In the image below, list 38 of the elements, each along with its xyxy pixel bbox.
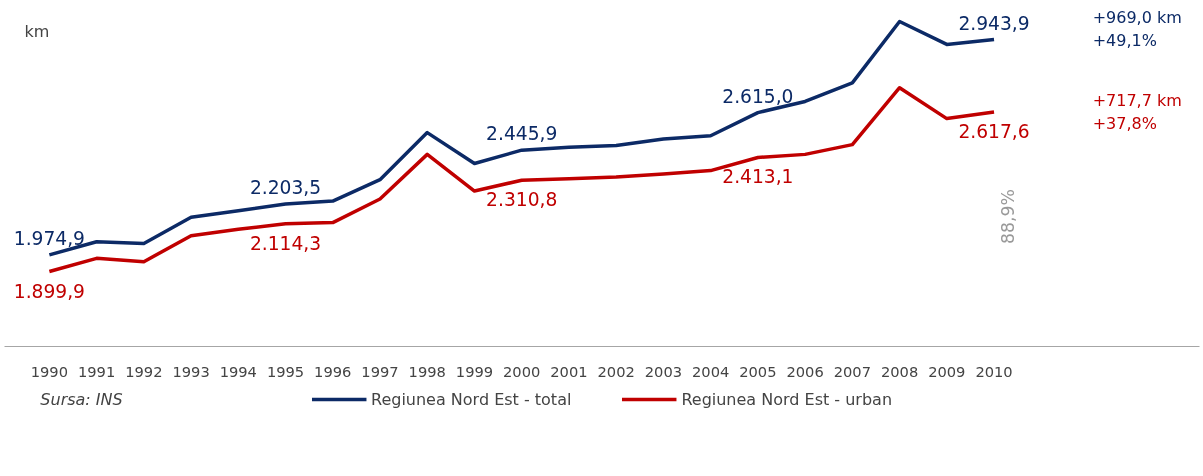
x-tick-label: 1992 <box>125 362 163 380</box>
x-tick-label: 1996 <box>314 362 352 380</box>
x-tick-label: 2000 <box>503 362 541 380</box>
x-tick-label: 2002 <box>597 362 635 380</box>
text: Sursa: INS <box>40 390 123 409</box>
data-label: 1.899,9 <box>13 280 85 302</box>
data-label: 2.617,6 <box>958 121 1030 143</box>
x-tick-label: 2005 <box>739 362 777 380</box>
data-label: 2.943,9 <box>958 12 1030 34</box>
x-tick-label: 2008 <box>880 362 919 380</box>
x-tick-label: 2003 <box>644 362 683 380</box>
data-label: 2.310,8 <box>486 189 558 211</box>
x-tick-label: 2006 <box>786 362 824 380</box>
data-label: 2.413,1 <box>722 166 794 188</box>
x-tick-label: 1999 <box>455 362 494 380</box>
data-label: 2.615,0 <box>722 85 794 107</box>
annotation: km <box>24 21 50 41</box>
x-tick-label: 1997 <box>361 362 399 380</box>
legend-label: Regiunea Nord Est - total <box>370 389 572 409</box>
data-label: 1.974,9 <box>13 227 85 249</box>
x-tick-label: 2007 <box>833 362 871 380</box>
x-tick-label: 1994 <box>219 362 257 380</box>
x-tick-label: 2010 <box>975 362 1013 380</box>
data-label: 2.114,3 <box>249 232 322 254</box>
x-tick-label: 2001 <box>550 362 588 380</box>
text: +717,7 km +37,8% <box>1092 91 1182 133</box>
data-label: 2.203,5 <box>249 177 322 199</box>
x-tick-label: 1998 <box>408 362 446 380</box>
x-tick-label: 2009 <box>928 362 966 380</box>
x-tick-label: 1993 <box>172 362 210 380</box>
x-tick-label: 2004 <box>691 362 730 380</box>
legend-label: Regiunea Nord Est - urban <box>681 389 893 409</box>
x-tick-label: 1995 <box>266 362 305 380</box>
x-tick-label: 1990 <box>30 362 69 380</box>
x-tick-label: 1991 <box>77 362 116 380</box>
text: +969,0 km +49,1% <box>1092 7 1182 50</box>
annotation: 88,9% <box>997 188 1018 245</box>
data-label: 2.445,9 <box>486 123 558 145</box>
